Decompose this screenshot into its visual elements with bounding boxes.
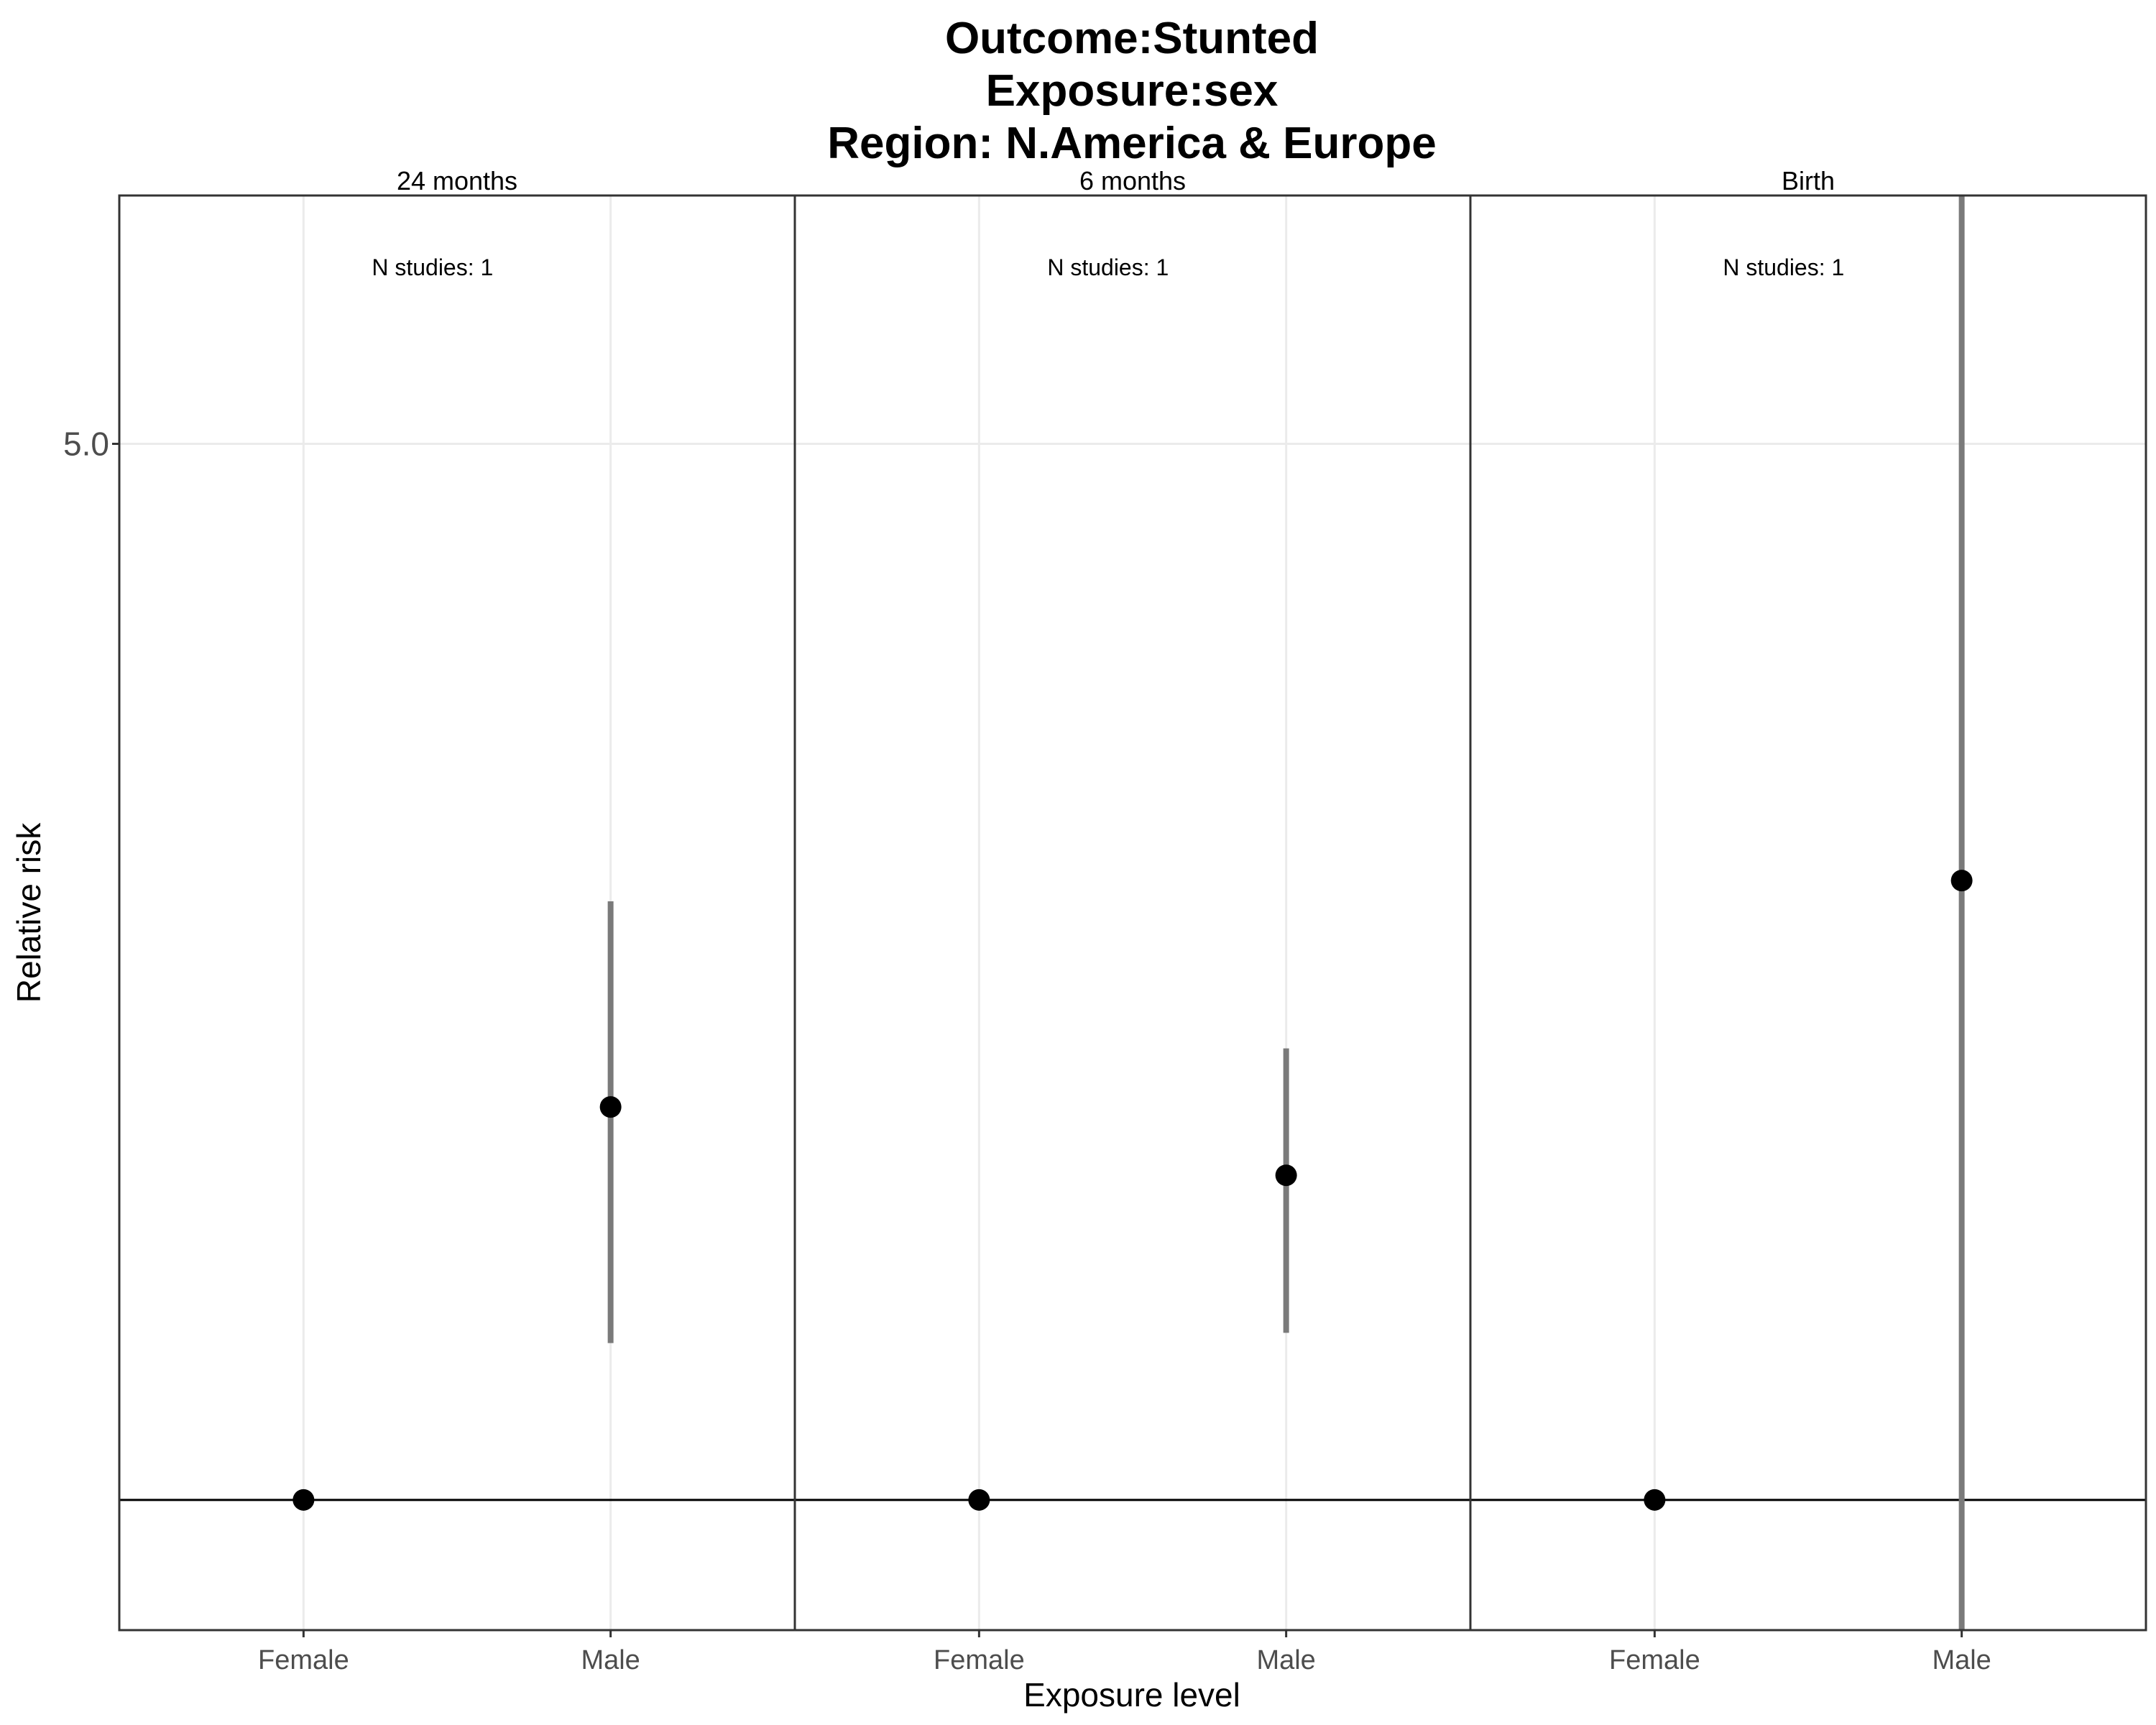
panel-border xyxy=(1469,194,2147,1632)
x-tick-label: Male xyxy=(1932,1645,1991,1675)
n-studies-label: N studies: 1 xyxy=(1047,254,1169,280)
point-male xyxy=(1275,1164,1297,1187)
x-tick-label: Female xyxy=(258,1645,349,1675)
x-axis-title: Exposure level xyxy=(1023,1676,1240,1714)
x-tick-label: Female xyxy=(1609,1645,1700,1675)
point-female xyxy=(1644,1489,1666,1511)
point-male xyxy=(1950,870,1973,892)
point-female xyxy=(292,1489,315,1511)
x-tick-label: Female xyxy=(934,1645,1025,1675)
n-studies-label: N studies: 1 xyxy=(372,254,493,280)
panel-strip-label: Birth xyxy=(1782,166,1835,196)
panel-24-months: 24 months N studies: 1 Female Male xyxy=(118,166,796,1675)
chart-title-line-1: Outcome:Stunted xyxy=(945,14,1319,63)
panel-birth: Birth N studies: 1 Female Male xyxy=(1469,166,2147,1675)
facet-panels: 24 months N studies: 1 Female Male 6 months N… xyxy=(118,166,2147,1675)
x-tick-label: Male xyxy=(1256,1645,1315,1675)
x-tick-label: Male xyxy=(581,1645,640,1675)
y-axis-title: Relative risk xyxy=(10,822,47,1003)
chart-title-line-3: Region: N.America & Europe xyxy=(827,119,1436,168)
panel-6-months: 6 months N studies: 1 Female Male xyxy=(793,166,1472,1675)
chart-title-line-2: Exposure:sex xyxy=(986,66,1279,116)
point-male xyxy=(599,1096,622,1118)
panel-strip-label: 6 months xyxy=(1079,166,1186,196)
chart-title: Outcome:Stunted Exposure:sex Region: N.A… xyxy=(827,14,1436,168)
y-tick-label: 5.0 xyxy=(63,425,109,462)
panel-border xyxy=(118,194,796,1632)
panel-strip-label: 24 months xyxy=(397,166,517,196)
point-female xyxy=(968,1489,990,1511)
n-studies-label: N studies: 1 xyxy=(1723,254,1844,280)
panel-border xyxy=(793,194,1472,1632)
y-axis: 5.0 xyxy=(63,425,119,462)
